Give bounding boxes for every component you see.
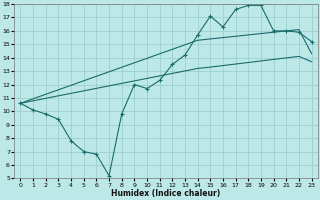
X-axis label: Humidex (Indice chaleur): Humidex (Indice chaleur) [111,189,221,198]
